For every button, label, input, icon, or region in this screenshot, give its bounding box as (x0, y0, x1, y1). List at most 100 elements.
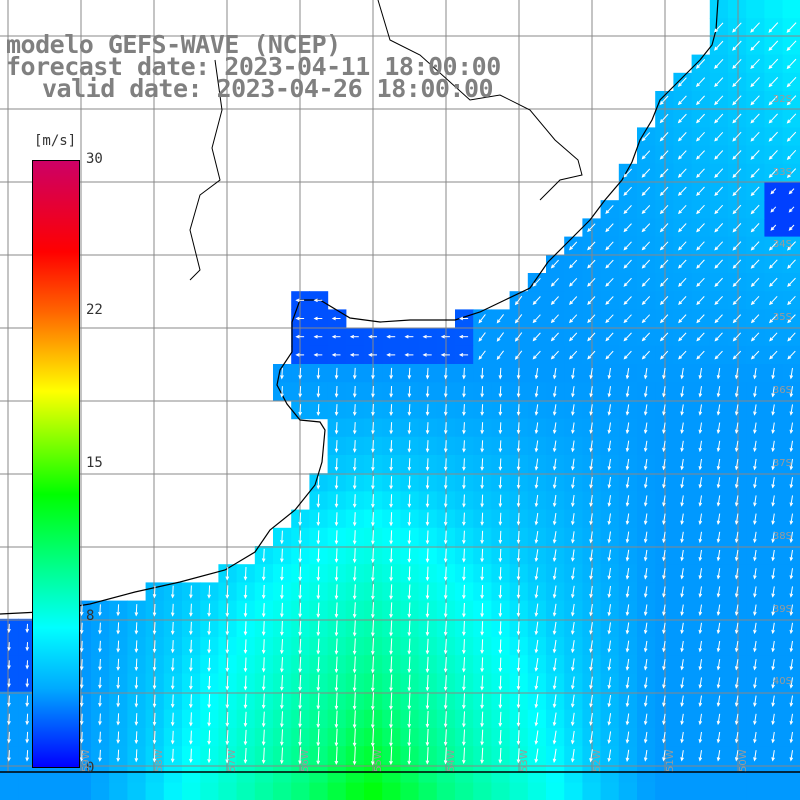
wind-arrow (732, 95, 742, 106)
wind-arrow (243, 657, 248, 673)
wind-arrow (771, 695, 775, 707)
wind-arrow (625, 604, 630, 617)
wind-arrow (462, 386, 466, 398)
wind-arrow (334, 674, 339, 692)
wind-arrow (587, 259, 596, 269)
wind-arrow (316, 638, 321, 655)
wind-arrow (243, 585, 248, 600)
wind-arrow (334, 728, 339, 747)
wind-arrow (516, 530, 521, 544)
wind-arrow (261, 584, 266, 600)
wind-arrow (534, 386, 539, 398)
wind-arrow (714, 314, 723, 324)
wind-arrow (587, 296, 596, 305)
wind-arrow (207, 585, 211, 599)
wind-arrow (462, 548, 466, 563)
wind-arrow (422, 353, 432, 357)
wind-arrow (571, 585, 575, 599)
wind-arrow (498, 404, 503, 416)
wind-arrow (298, 367, 303, 380)
wind-arrow (734, 568, 739, 580)
wind-arrow (643, 440, 648, 453)
wind-arrow (443, 404, 448, 417)
wind-arrow (370, 692, 375, 711)
field-cell (127, 782, 147, 800)
colorbar-tick-0: 0 (86, 760, 95, 776)
field-cell (54, 764, 74, 784)
wind-arrow (643, 677, 648, 689)
wind-arrow (771, 440, 775, 453)
wind-arrow (786, 131, 797, 142)
wind-arrow (680, 640, 684, 653)
wind-arrow (734, 659, 739, 671)
wind-arrow (462, 675, 466, 691)
wind-arrow (349, 353, 359, 357)
wind-arrow (225, 567, 230, 581)
wind-arrow (789, 695, 794, 707)
wind-arrow (589, 476, 593, 489)
wind-arrow (678, 223, 687, 233)
wind-arrow (680, 422, 684, 434)
wind-arrow (643, 568, 648, 580)
field-cell (564, 764, 583, 784)
wind-arrow (659, 241, 669, 251)
wind-arrow (480, 657, 484, 673)
wind-arrow (589, 367, 593, 380)
wind-arrow (371, 367, 375, 380)
wind-arrow (352, 584, 357, 600)
wind-arrow (569, 259, 578, 269)
wind-arrow (750, 22, 760, 33)
wind-arrow (625, 386, 630, 398)
wind-arrow (696, 168, 705, 178)
wind-arrow (443, 675, 448, 692)
wind-arrow (134, 658, 139, 672)
wind-arrow (552, 730, 557, 745)
lat-label-40s: 40S (772, 676, 792, 687)
wind-arrow (734, 495, 739, 507)
wind-arrow (753, 458, 757, 471)
wind-arrow (371, 566, 375, 582)
wind-arrow (680, 586, 684, 598)
wind-arrow (680, 713, 684, 726)
wind-arrow (732, 77, 742, 88)
field-cell (764, 782, 784, 800)
wind-arrow (498, 567, 503, 581)
wind-arrow (659, 168, 669, 178)
wind-arrow (734, 604, 739, 616)
wind-arrow (498, 476, 503, 490)
wind-arrow (443, 638, 448, 655)
wind-arrow (643, 477, 648, 489)
wind-arrow (680, 622, 684, 635)
wind-arrow (425, 404, 430, 417)
field-cell (400, 782, 420, 800)
wind-arrow (98, 658, 102, 671)
wind-arrow (680, 731, 684, 744)
wind-arrow (316, 710, 321, 729)
wind-arrow (331, 334, 341, 339)
wind-arrow (498, 530, 503, 545)
wind-arrow (662, 750, 666, 762)
wind-arrow (659, 277, 669, 287)
wind-arrow (516, 458, 521, 471)
wind-arrow (261, 657, 266, 673)
wind-arrow (734, 440, 739, 453)
wind-arrow (714, 241, 724, 251)
wind-arrow (261, 566, 266, 581)
wind-arrow (116, 713, 121, 726)
wind-arrow (552, 513, 557, 526)
wind-arrow (570, 749, 575, 763)
wind-arrow (280, 530, 284, 545)
field-cell (655, 782, 674, 800)
wind-arrow (732, 241, 742, 251)
wind-arrow (569, 241, 578, 251)
wind-arrow (371, 385, 375, 398)
wind-arrow (516, 386, 521, 398)
wind-arrow (352, 620, 357, 637)
wind-arrow (714, 77, 724, 88)
wind-arrow (534, 676, 539, 691)
wind-arrow (696, 259, 705, 269)
wind-arrow (514, 332, 523, 342)
wind-arrow (243, 566, 248, 581)
wind-arrow (643, 531, 648, 544)
wind-arrow (607, 513, 612, 526)
